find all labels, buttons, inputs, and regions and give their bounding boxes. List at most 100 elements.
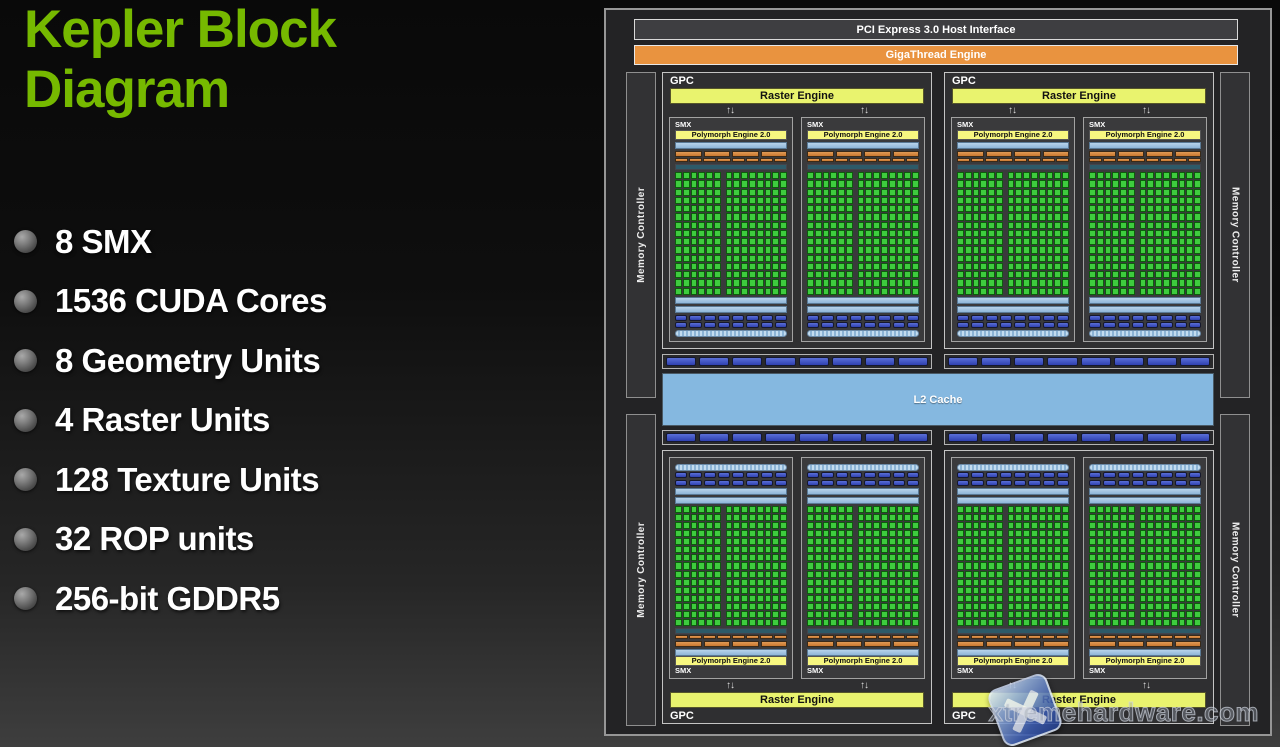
cuda-core-cell: [988, 562, 995, 570]
cuda-core-cell: [713, 213, 721, 221]
cuda-core-cell: [1038, 238, 1046, 246]
cuda-core-cell: [690, 522, 698, 530]
dispatch-unit-segment: [985, 635, 999, 639]
cuda-core-cell: [980, 213, 988, 221]
cuda-core-cell: [904, 570, 912, 578]
rop-segment: [864, 357, 895, 366]
cuda-core-cell: [1031, 238, 1038, 246]
list-item: 8 SMX: [14, 212, 327, 272]
cuda-core-cell: [1023, 554, 1031, 562]
cuda-core-cell: [772, 205, 780, 213]
cuda-core-cell: [822, 213, 830, 221]
sfu-segment: [689, 322, 702, 328]
cuda-core-cell: [1062, 602, 1069, 610]
cuda-core-cell: [1089, 530, 1096, 538]
cuda-core-cell: [1089, 229, 1096, 238]
cuda-core-cell: [772, 229, 780, 238]
sfu-segment: [703, 322, 716, 328]
core-row: [807, 221, 919, 229]
cuda-core-cell: [830, 238, 838, 246]
cuda-core-cell: [830, 522, 838, 530]
cuda-core-cell: [857, 287, 865, 295]
core-row: [1089, 546, 1201, 554]
cuda-core-cell: [822, 594, 830, 602]
load-store-segment: [1188, 480, 1201, 486]
dispatch-unit-segment: [835, 635, 849, 639]
cuda-core-cell: [1127, 262, 1135, 271]
cuda-core-cell: [865, 238, 873, 246]
cuda-core-cell: [1194, 586, 1201, 594]
cuda-core-cell: [706, 514, 713, 522]
core-gap: [854, 571, 857, 578]
cuda-core-cell: [881, 196, 888, 205]
dispatch-unit-segment: [773, 635, 787, 639]
core-gap: [1004, 271, 1007, 278]
cuda-core-cell: [741, 279, 749, 287]
core-row: [1089, 246, 1201, 254]
cuda-core-cell: [749, 506, 756, 514]
interconnect-bar: [1089, 497, 1201, 504]
cuda-core-cell: [995, 578, 1003, 586]
cuda-core-cell: [733, 530, 741, 538]
cuda-core-cell: [1015, 530, 1023, 538]
cuda-core-cell: [1096, 221, 1104, 229]
core-gap: [1136, 506, 1139, 513]
cuda-core-cell: [995, 610, 1003, 618]
cuda-core-cell: [822, 221, 830, 229]
cuda-core-cell: [780, 594, 787, 602]
sfu-segment: [1056, 472, 1069, 478]
warp-scheduler-segment: [1089, 641, 1116, 647]
core-row: [1089, 578, 1201, 586]
cuda-core-cell: [822, 205, 830, 213]
cuda-core-cell: [912, 229, 919, 238]
cuda-core-cell: [814, 246, 822, 254]
core-gap: [854, 579, 857, 586]
cuda-core-cell: [1015, 246, 1023, 254]
dispatch-unit-segment: [957, 635, 971, 639]
cuda-core-cell: [1023, 514, 1031, 522]
dispatch-unit-segment: [717, 158, 731, 162]
core-gap: [854, 222, 857, 229]
cuda-core-cell: [857, 562, 865, 570]
cuda-core-cell: [764, 586, 772, 594]
core-row: [807, 546, 919, 554]
instruction-cache-bar: [957, 142, 1069, 149]
cuda-core-cell: [1139, 254, 1147, 262]
cuda-core-cell: [1178, 514, 1186, 522]
cuda-core-cell: [1170, 618, 1178, 626]
cuda-core-cell: [1062, 514, 1069, 522]
cuda-core-cell: [904, 602, 912, 610]
cuda-core-cell: [1054, 246, 1062, 254]
sfu-segment: [807, 472, 820, 478]
cuda-core-cell: [822, 506, 830, 514]
rop-partition-block: [662, 354, 932, 369]
core-row: [1089, 594, 1201, 602]
cuda-core-cell: [733, 514, 741, 522]
cuda-core-cell: [830, 594, 838, 602]
cuda-core-cell: [838, 213, 845, 221]
core-row: [1089, 262, 1201, 271]
register-file-bar: [675, 628, 787, 634]
cuda-core-cell: [756, 246, 764, 254]
cuda-core-cell: [807, 594, 814, 602]
cuda-core-cell: [725, 522, 733, 530]
sfu-segment: [892, 322, 905, 328]
cuda-core-cell: [1015, 586, 1023, 594]
cuda-core-cell: [1139, 221, 1147, 229]
cuda-core-cell: [1007, 506, 1015, 514]
texture-units-bar: [957, 330, 1069, 337]
cuda-core-cell: [1127, 196, 1135, 205]
cuda-core-cell: [1015, 205, 1023, 213]
cuda-core-cell: [972, 586, 980, 594]
cuda-core-cell: [845, 238, 853, 246]
cuda-core-cell: [865, 562, 873, 570]
cuda-core-cell: [1015, 538, 1023, 546]
cuda-core-cell: [764, 221, 772, 229]
load-store-segment: [1188, 315, 1201, 321]
cuda-core-cell: [756, 180, 764, 188]
cuda-core-cell: [1155, 578, 1163, 586]
polymorph-engine-bar: Polymorph Engine 2.0: [1089, 130, 1201, 140]
cuda-core-cell: [972, 238, 980, 246]
warp-scheduler-segment: [957, 151, 984, 157]
rop-segment: [981, 433, 1012, 442]
